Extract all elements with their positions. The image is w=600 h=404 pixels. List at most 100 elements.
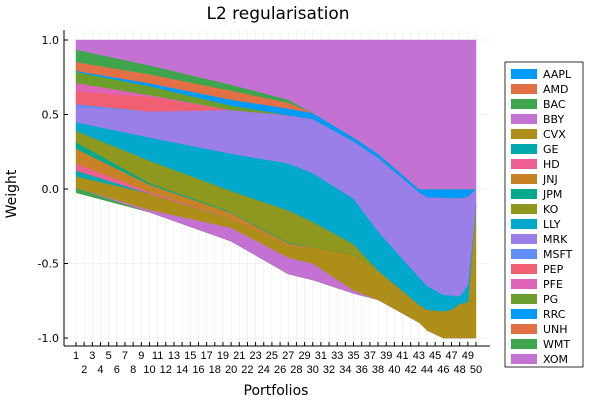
x-tick-label: 15	[184, 350, 196, 362]
legend-label-pfe: PFE	[543, 278, 563, 291]
legend-swatch-wmt	[511, 339, 537, 349]
legend-label-aapl: AAPL	[543, 68, 572, 81]
x-tick-label: 28	[290, 364, 302, 376]
x-tick-label: 36	[356, 364, 368, 376]
y-tick-label: 0.0	[42, 183, 60, 196]
legend-swatch-mrk	[511, 234, 537, 244]
legend-label-ko: KO	[543, 203, 559, 216]
chart-title: L2 regularisation	[206, 4, 349, 24]
legend-label-msft: MSFT	[543, 248, 573, 261]
x-tick-label: 13	[168, 350, 180, 362]
x-tick-label: 1	[73, 350, 79, 362]
x-tick-label: 10	[143, 364, 155, 376]
x-tick-label: 18	[209, 364, 221, 376]
x-tick-label: 23	[249, 350, 261, 362]
x-tick-label: 3	[89, 350, 95, 362]
y-tick-label: -1.0	[38, 332, 59, 345]
x-tick-label: 25	[266, 350, 278, 362]
legend-swatch-cvx	[511, 129, 537, 139]
legend-swatch-bac	[511, 99, 537, 109]
legend-label-unh: UNH	[543, 323, 568, 336]
legend-label-hd: HD	[543, 158, 560, 171]
x-tick-label: 5	[106, 350, 112, 362]
axes: 1.00.50.0-0.5-1.012345678910111213141516…	[38, 30, 490, 376]
x-tick-label: 40	[388, 364, 400, 376]
legend-label-lly: LLY	[543, 218, 561, 231]
legend-label-xom: XOM	[543, 353, 568, 366]
legend-label-pep: PEP	[543, 263, 564, 276]
x-tick-label: 14	[176, 364, 188, 376]
y-axis-label: Weight	[4, 169, 20, 218]
legend-swatch-xom	[511, 354, 537, 364]
x-tick-label: 4	[97, 364, 103, 376]
x-tick-label: 19	[217, 350, 229, 362]
legend-swatch-ge	[511, 144, 537, 154]
x-tick-label: 21	[233, 350, 245, 362]
legend-label-mrk: MRK	[543, 233, 568, 246]
x-tick-label: 2	[81, 364, 87, 376]
legend-swatch-aapl	[511, 69, 537, 79]
legend-label-bac: BAC	[543, 98, 566, 111]
x-tick-label: 42	[405, 364, 417, 376]
x-tick-label: 27	[282, 350, 294, 362]
x-tick-label: 26	[274, 364, 286, 376]
x-tick-label: 33	[331, 350, 343, 362]
legend-swatch-pep	[511, 264, 537, 274]
x-tick-label: 34	[339, 364, 351, 376]
x-tick-label: 16	[192, 364, 204, 376]
legend-swatch-bby	[511, 114, 537, 124]
legend-label-jnj: JNJ	[542, 173, 558, 186]
x-tick-label: 11	[152, 350, 163, 362]
x-tick-label: 37	[364, 350, 376, 362]
x-tick-label: 31	[315, 350, 327, 362]
x-tick-label: 38	[372, 364, 384, 376]
x-tick-label: 44	[421, 364, 433, 376]
legend-label-jpm: JPM	[542, 188, 562, 201]
x-tick-label: 30	[307, 364, 319, 376]
x-tick-label: 17	[200, 350, 212, 362]
legend-swatch-msft	[511, 249, 537, 259]
legend-swatch-jnj	[511, 174, 537, 184]
x-tick-label: 9	[138, 350, 144, 362]
x-tick-label: 22	[241, 364, 253, 376]
x-tick-label: 48	[454, 364, 466, 376]
y-tick-label: -0.5	[38, 258, 59, 271]
legend: AAPL AMD BAC BBY CVX GE HD JNJ JPM KO LLY MRK MSFT PE…	[504, 61, 584, 368]
x-tick-label: 24	[258, 364, 270, 376]
legend-swatch-pfe	[511, 279, 537, 289]
x-tick-label: 43	[413, 350, 425, 362]
x-tick-label: 39	[380, 350, 392, 362]
legend-label-cvx: CVX	[543, 128, 566, 141]
legend-label-wmt: WMT	[543, 338, 570, 351]
x-tick-label: 32	[323, 364, 335, 376]
x-tick-label: 6	[114, 364, 120, 376]
x-tick-label: 46	[437, 364, 449, 376]
x-tick-label: 20	[225, 364, 237, 376]
y-tick-label: 1.0	[42, 34, 60, 47]
legend-swatch-unh	[511, 324, 537, 334]
x-tick-label: 41	[396, 350, 408, 362]
legend-label-amd: AMD	[543, 83, 569, 96]
legend-swatch-hd	[511, 159, 537, 169]
legend-label-bby: BBY	[543, 113, 564, 126]
legend-swatch-amd	[511, 84, 537, 94]
legend-label-pg: PG	[543, 293, 558, 306]
x-tick-label: 49	[462, 350, 474, 362]
legend-swatch-lly	[511, 219, 537, 229]
x-tick-label: 35	[347, 350, 359, 362]
legend-swatch-pg	[511, 294, 537, 304]
x-tick-label: 12	[160, 364, 172, 376]
legend-swatch-ko	[511, 204, 537, 214]
legend-label-rrc: RRC	[543, 308, 566, 321]
area-xom	[75, 39, 477, 190]
x-tick-label: 47	[445, 350, 457, 362]
areas	[75, 39, 477, 339]
x-tick-label: 45	[429, 350, 441, 362]
x-axis-label: Portfolios	[244, 383, 309, 399]
x-tick-label: 7	[122, 350, 128, 362]
legend-label-ge: GE	[543, 143, 559, 156]
x-tick-label: 8	[130, 364, 136, 376]
legend-swatch-jpm	[511, 189, 537, 199]
x-tick-label: 50	[470, 364, 482, 376]
